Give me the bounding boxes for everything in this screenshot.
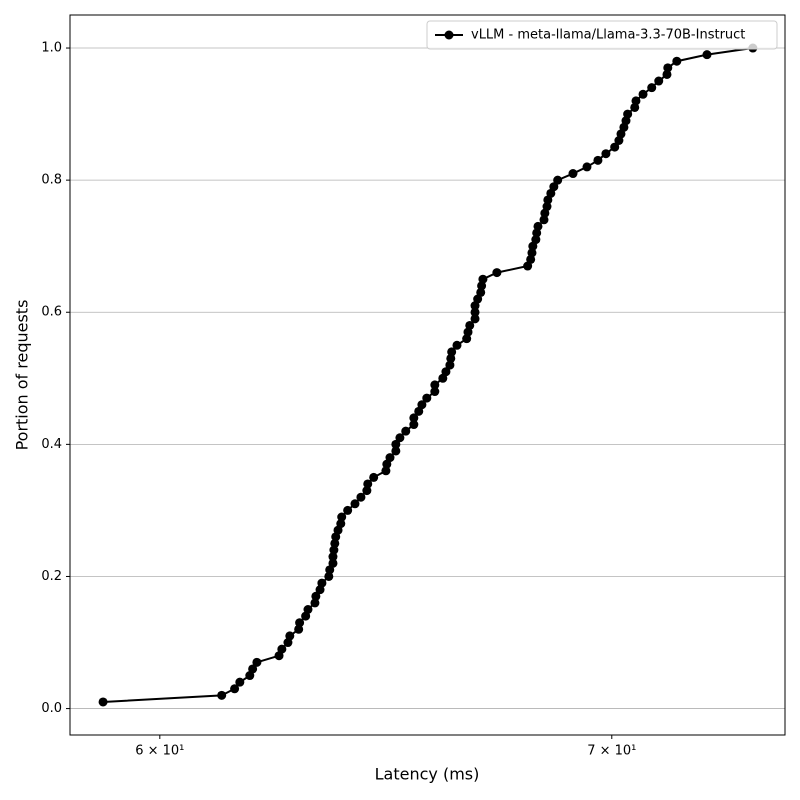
point [601,149,611,159]
point [539,215,549,225]
point [638,89,648,99]
point [593,155,603,165]
point [217,690,227,700]
point [252,657,262,667]
point [303,604,313,614]
point [295,618,305,628]
point [568,169,578,179]
point [350,499,360,509]
point [527,248,537,258]
point [553,175,563,185]
point [470,314,480,324]
point [478,274,488,284]
point [235,677,245,687]
point [542,202,552,212]
y-tick-label: 0.4 [41,437,62,452]
y-tick-label: 0.8 [41,173,62,188]
point [337,512,347,522]
y-axis-label: Portion of requests [13,300,32,451]
point [294,624,304,634]
x-tick-label: 7 × 10¹ [587,744,636,759]
point [452,340,462,350]
point [702,50,712,60]
y-tick-label: 1.0 [41,41,62,56]
x-axis-label: Latency (ms) [375,765,480,784]
point [492,268,502,278]
point [582,162,592,172]
point [324,571,334,581]
point [317,578,327,588]
point [409,413,419,423]
point [230,684,240,694]
point [369,472,379,482]
y-tick-label: 0.0 [41,701,62,716]
y-tick-label: 0.2 [41,569,62,584]
point [285,631,295,641]
legend-box [426,20,778,50]
point [533,221,543,231]
y-tick-label: 0.6 [41,305,62,320]
point [654,76,664,86]
point [441,367,451,377]
point [381,466,391,476]
point [430,387,440,397]
point [430,380,440,390]
point [662,69,672,79]
point [672,56,682,66]
point [395,433,405,443]
point [311,591,321,601]
point [531,235,541,245]
point [329,545,339,555]
point [623,109,633,119]
legend: vLLM - meta-llama/Llama-3.3-70B-Instruct [426,20,778,50]
point [363,479,373,489]
point [401,426,411,436]
point [362,486,372,496]
legend-marker [444,30,454,40]
point [631,96,641,106]
plot-frame [69,14,786,736]
point [663,63,673,73]
point [465,320,475,330]
point [549,182,559,192]
point [328,558,338,568]
point [385,453,395,463]
point [343,505,353,515]
point [98,697,108,707]
point [356,492,366,502]
point [447,347,457,357]
point [391,446,401,456]
point [277,644,287,654]
point [446,353,456,363]
x-tick-label: 6 × 10¹ [135,744,184,759]
point [310,598,320,608]
point [470,307,480,317]
point [248,664,258,674]
point [328,552,338,562]
point [422,393,432,403]
legend-label: vLLM - meta-llama/Llama-3.3-70B-Instruct [471,28,745,43]
point [476,287,486,297]
point [610,142,620,152]
point [417,400,427,410]
line [103,47,753,703]
point [409,420,419,430]
point [445,360,455,370]
point [330,538,340,548]
point [391,439,401,449]
point [336,519,346,529]
point [647,83,657,93]
